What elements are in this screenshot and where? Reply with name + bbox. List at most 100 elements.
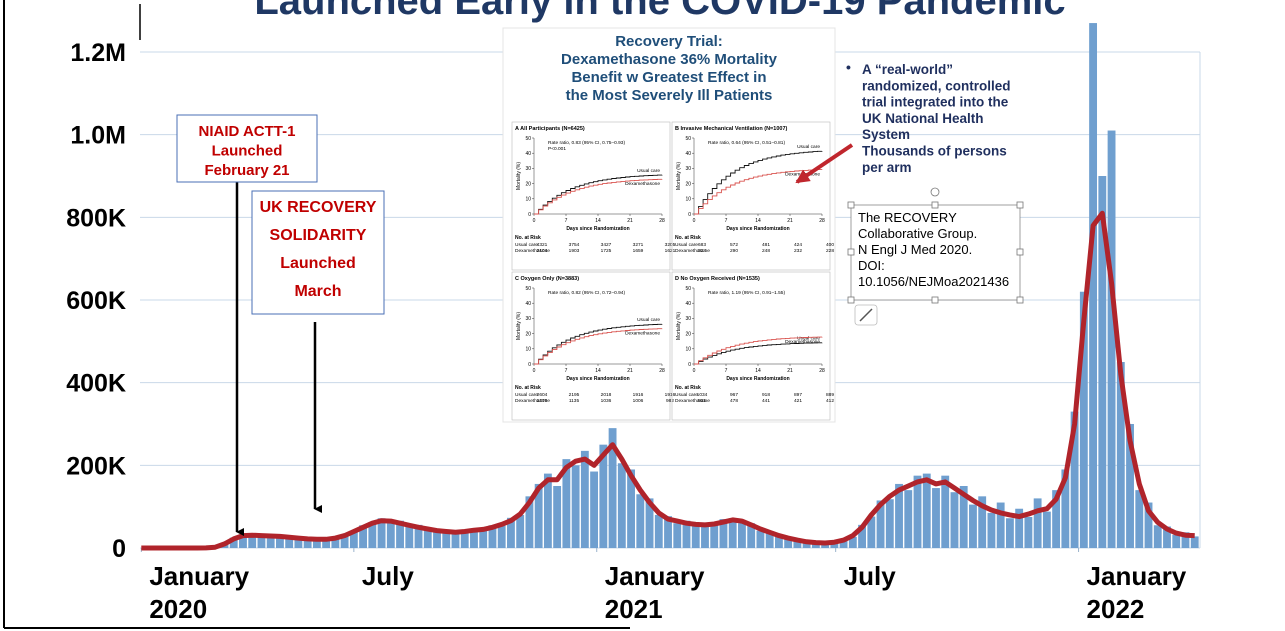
panel-y-tick-label: 20	[525, 181, 531, 187]
risk-value: 1903	[569, 248, 580, 254]
panel-x-tick-label: 14	[595, 218, 601, 224]
panel-y-tick-label: 30	[685, 316, 691, 322]
risk-value: 2018	[601, 392, 612, 398]
bar	[923, 474, 931, 548]
bar	[997, 503, 1005, 548]
panel-x-tick-label: 21	[787, 218, 793, 224]
panel-x-tick-label: 0	[533, 368, 536, 374]
annotation-text: Launched	[212, 143, 283, 160]
panel-x-label: Days since Randomization	[566, 226, 629, 232]
panel-y-tick-label: 50	[685, 286, 691, 292]
y-tick-label: 1.0M	[70, 122, 126, 150]
y-tick-label: 800K	[66, 204, 126, 232]
panel-x-tick-label: 28	[819, 368, 825, 374]
risk-value: 1916	[633, 392, 644, 398]
panel-title: D No Oxygen Received (N=1535)	[675, 276, 760, 282]
bar	[516, 515, 524, 548]
risk-value: 424	[794, 242, 802, 248]
panel-stat: P<0.001	[548, 146, 566, 152]
panel-y-tick-label: 10	[685, 347, 691, 353]
bar	[442, 533, 450, 548]
bar	[424, 530, 432, 548]
slide-title: Launched Early in the COVID-19 Pandemic	[254, 0, 1065, 23]
km-curve-label: Usual care	[637, 317, 660, 323]
y-tick-label: 200K	[66, 452, 126, 480]
annotation-text: NIAID ACTT-1	[199, 123, 296, 140]
inset-title: the Most Severely Ill Patients	[566, 87, 773, 104]
risk-value: 3427	[601, 242, 612, 248]
risk-value: 1725	[601, 248, 612, 254]
chart: Launched Early in the COVID-19 Pandemic …	[0, 0, 1285, 631]
citation-text: DOI:	[858, 258, 885, 273]
inset-title: Benefit w Greatest Effect in	[571, 69, 766, 86]
risk-title: No. at Risk	[515, 385, 541, 391]
panel-x-tick-label: 7	[725, 218, 728, 224]
panel-y-tick-label: 40	[525, 151, 531, 157]
annotation-text: SOLIDARITY	[270, 227, 367, 244]
panel-x-tick-label: 21	[627, 368, 633, 374]
risk-value: 3754	[569, 242, 580, 248]
bar	[1172, 535, 1180, 548]
panel-y-tick-label: 40	[685, 301, 691, 307]
panel-x-label: Days since Randomization	[726, 376, 789, 382]
panel-x-tick-label: 0	[693, 368, 696, 374]
risk-title: No. at Risk	[515, 235, 541, 241]
bar	[756, 531, 764, 548]
x-tick-label: January 2021	[605, 560, 745, 626]
risk-value: 1279	[537, 398, 548, 404]
bar	[969, 505, 977, 548]
panel-x-label: Days since Randomization	[726, 226, 789, 232]
panel-y-tick-label: 10	[685, 197, 691, 203]
bar	[581, 451, 589, 548]
panel-x-tick-label: 0	[533, 218, 536, 224]
panel-x-tick-label: 21	[787, 368, 793, 374]
panel-y-tick-label: 20	[685, 181, 691, 187]
bar	[461, 532, 469, 548]
risk-value: 683	[698, 242, 706, 248]
risk-value: 228	[826, 248, 834, 254]
panel-y-tick-label: 40	[525, 301, 531, 307]
risk-value: 481	[762, 242, 770, 248]
risk-value: 2104	[537, 248, 548, 254]
risk-value: 1036	[601, 398, 612, 404]
bar	[1043, 512, 1051, 548]
bullet-text: Thousands of persons	[862, 144, 1007, 159]
panel-x-tick-label: 0	[693, 218, 696, 224]
panel-x-tick-label: 21	[627, 218, 633, 224]
risk-value: 2604	[537, 392, 548, 398]
panel-y-tick-label: 0	[528, 212, 531, 218]
panel-stat: Rate ratio, 0.83 (95% CI, 0.75–0.93)	[548, 140, 625, 146]
resize-handle	[848, 297, 854, 303]
risk-name: Usual care	[675, 242, 698, 248]
y-tick-label: 600K	[66, 287, 126, 315]
risk-value: 478	[730, 398, 738, 404]
panel-y-tick-label: 40	[685, 151, 691, 157]
risk-value: 400	[826, 242, 834, 248]
panel-x-tick-label: 28	[819, 218, 825, 224]
bar	[932, 488, 940, 548]
inset-title: Dexamethasone 36% Mortality	[561, 51, 778, 68]
risk-value: 412	[826, 398, 834, 404]
panel-y-tick-label: 0	[528, 362, 531, 368]
resize-handle	[932, 202, 938, 208]
bullet-dot: •	[846, 59, 851, 75]
bar	[1191, 536, 1199, 548]
panel-stat: Rate ratio, 0.64 (95% CI, 0.51–0.81)	[708, 140, 785, 146]
bar	[904, 490, 912, 548]
panel-x-tick-label: 28	[659, 368, 665, 374]
risk-value: 324	[698, 248, 706, 254]
risk-value: 897	[794, 392, 802, 398]
km-curve-label: Dexamethasone	[625, 331, 660, 337]
inset-figure: Recovery Trial:Dexamethasone 36% Mortali…	[503, 28, 835, 422]
panel-x-tick-label: 7	[565, 218, 568, 224]
risk-value: 572	[730, 242, 738, 248]
panel-y-tick-label: 20	[685, 331, 691, 337]
risk-value: 967	[730, 392, 738, 398]
panel-title: B Invasive Mechanical Ventilation (N=100…	[675, 126, 788, 132]
km-curve-label: Dexamethasone	[625, 181, 660, 187]
panel-y-tick-label: 30	[525, 166, 531, 172]
panel-stat: Rate ratio, 1.19 (95% CI, 0.91–1.55)	[708, 290, 785, 296]
bar	[738, 523, 746, 548]
bullet-text: System	[862, 127, 910, 142]
panel-y-tick-label: 50	[525, 286, 531, 292]
